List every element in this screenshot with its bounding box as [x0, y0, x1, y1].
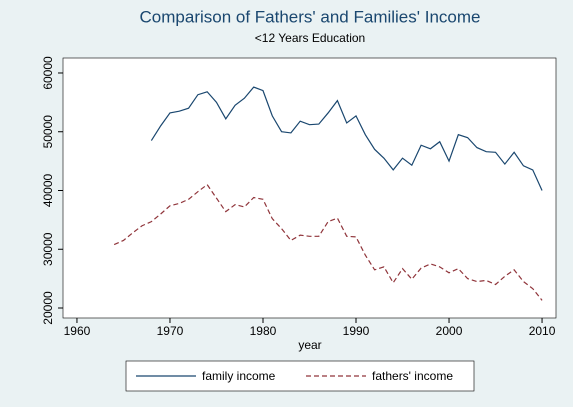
- y-tick-label: 60000: [41, 56, 55, 90]
- legend-label: family income: [202, 369, 276, 383]
- series-line: [150, 86, 543, 191]
- y-tick-label: 30000: [41, 232, 55, 266]
- series-line: [113, 183, 543, 301]
- y-tick-label: 20000: [41, 291, 55, 325]
- plot-area: [62, 57, 557, 319]
- x-tick-label: 1980: [250, 324, 277, 338]
- x-tick-label: 1970: [157, 324, 184, 338]
- x-axis-label: year: [298, 338, 321, 352]
- chart-title: Comparison of Fathers' and Families' Inc…: [140, 7, 481, 26]
- y-tick-label: 40000: [41, 173, 55, 207]
- legend-label: fathers' income: [372, 369, 453, 383]
- x-tick-label: 2010: [529, 324, 556, 338]
- x-tick-label: 1990: [343, 324, 370, 338]
- x-tick-label: 1960: [64, 324, 91, 338]
- chart-subtitle: <12 Years Education: [255, 31, 365, 45]
- x-tick-label: 2000: [436, 324, 463, 338]
- y-tick-label: 50000: [41, 115, 55, 149]
